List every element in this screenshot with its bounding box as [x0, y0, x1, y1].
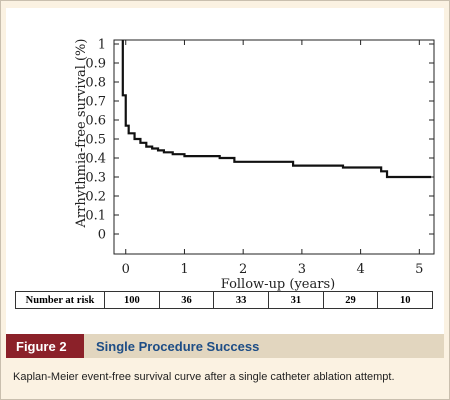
x-tick-label: 3: [298, 262, 306, 277]
y-tick-label: 0.4: [85, 152, 106, 167]
x-tick-label: 1: [180, 262, 188, 277]
km-chart: 0 0.1 0.2 0.3 0.4 0.5 0.6 0.7 0.8 0.9 1 0 1 2 3 4 5 Follo…: [74, 38, 435, 292]
y-tick-label: 0.2: [85, 190, 106, 205]
risk-value: 100: [104, 292, 159, 308]
y-tick-label: 0.1: [85, 209, 106, 224]
figure-number: Figure 2: [6, 334, 84, 358]
y-tick-label: 0.6: [85, 114, 106, 129]
y-axis-label: Arrhythmia-free survival (%): [74, 39, 89, 229]
survival-curve: [121, 40, 432, 179]
x-tick-label: 5: [415, 262, 423, 277]
y-tick-label: 0.3: [85, 171, 106, 186]
x-tick-label: 2: [239, 262, 247, 277]
figure-title: Single Procedure Success: [96, 338, 260, 354]
y-tick-label: 1: [98, 38, 106, 53]
x-tick-label: 4: [356, 262, 364, 277]
y-tick-label: 0.5: [85, 133, 106, 148]
risk-value: 36: [158, 292, 214, 308]
y-tick-label: 0.8: [85, 76, 106, 91]
figure-caption: Kaplan-Meier event-free survival curve a…: [13, 371, 395, 383]
risk-table-label: Number at risk: [25, 294, 95, 306]
risk-table: Number at risk 100 36 33 31 29 10: [15, 291, 433, 309]
risk-value: 31: [268, 292, 323, 308]
risk-value: 10: [377, 292, 432, 308]
y-tick-label: 0.7: [85, 95, 106, 110]
y-tick-label: 0.9: [85, 57, 106, 72]
y-tick-label: 0: [98, 228, 106, 243]
plot-frame: [113, 39, 435, 255]
risk-value: 29: [322, 292, 378, 308]
chart-card: 0 0.1 0.2 0.3 0.4 0.5 0.6 0.7 0.8 0.9 1 0 1 2 3 4 5 Follo…: [6, 8, 444, 334]
x-axis-label: Follow-up (years): [221, 277, 335, 291]
risk-value: 33: [213, 292, 268, 308]
x-tick-label: 0: [122, 262, 130, 277]
figure-title-bar: Figure 2 Single Procedure Success: [6, 334, 444, 358]
